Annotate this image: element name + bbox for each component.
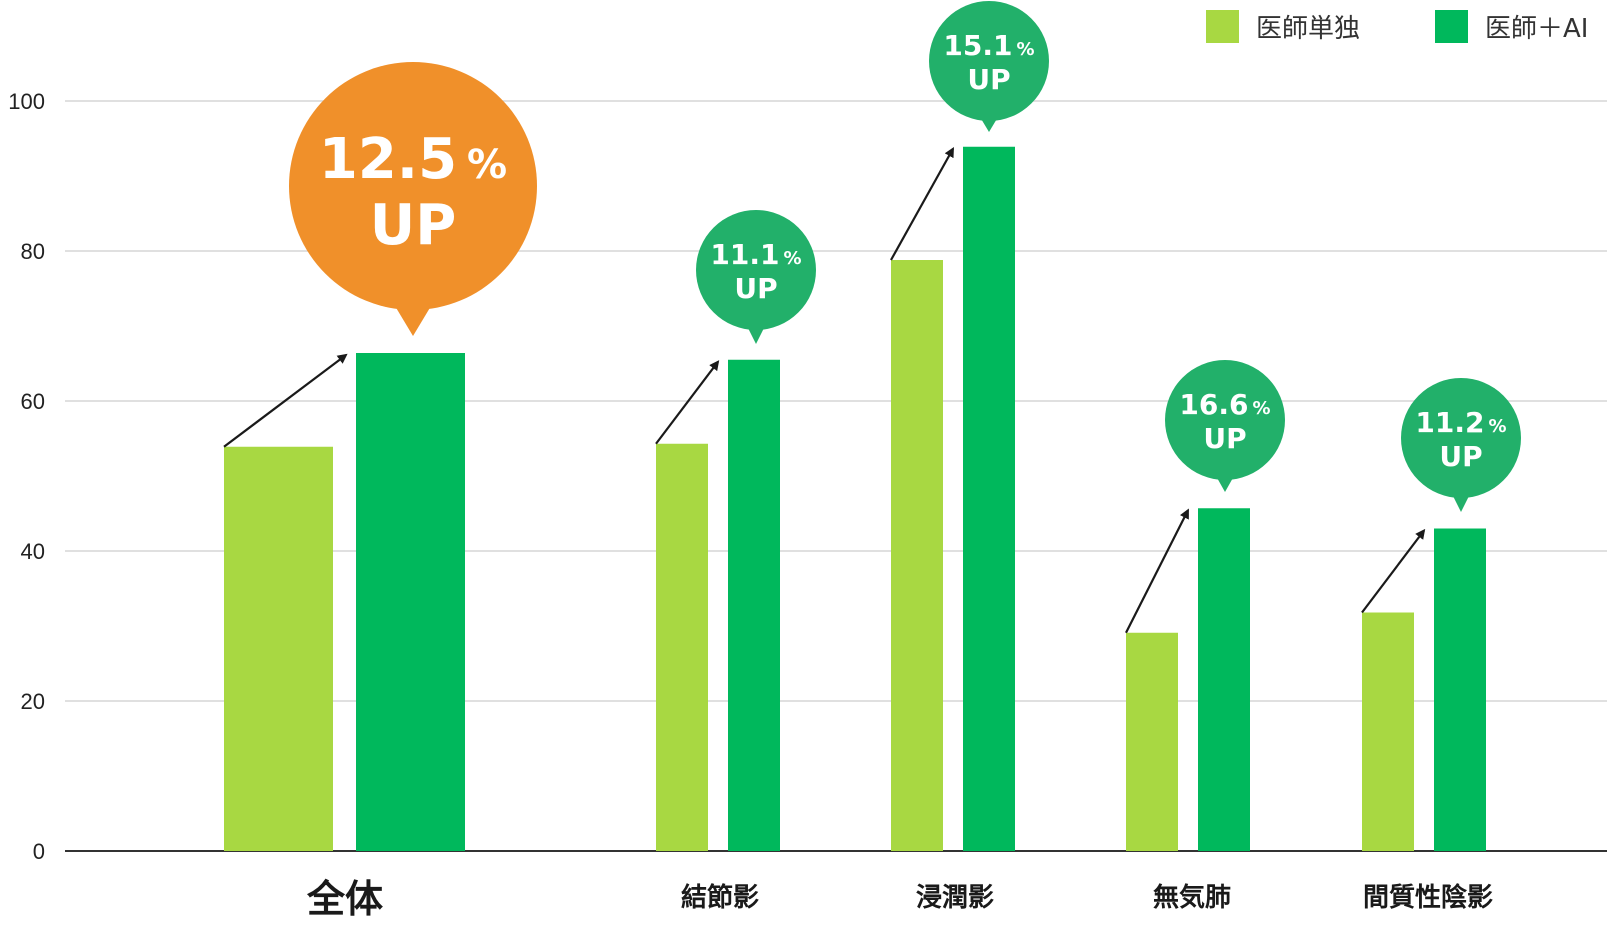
improvement-value: 11.1% xyxy=(710,238,801,271)
improvement-value: 12.5% xyxy=(319,127,507,192)
legend-swatch xyxy=(1435,10,1468,43)
improvement-bubble: 11.2 %UP xyxy=(1401,378,1521,512)
increase-arrow xyxy=(1361,528,1426,614)
bar-doctor-alone xyxy=(891,260,943,851)
improvement-bubble: 11.1 %UP xyxy=(696,210,816,344)
improvement-label: UP xyxy=(1439,440,1482,473)
improvement-label: UP xyxy=(967,63,1010,96)
increase-arrow xyxy=(655,360,720,445)
improvement-bubble: 15.1 %UP xyxy=(929,1,1049,132)
bar-doctor-ai xyxy=(728,359,780,851)
bubble-circle xyxy=(1401,378,1521,498)
category-label: 浸潤影 xyxy=(916,883,994,913)
improvement-value: 11.2% xyxy=(1415,406,1506,439)
bar-doctor-ai xyxy=(356,353,465,851)
y-tick-label: 80 xyxy=(21,239,45,264)
legend: 医師単独 医師＋AI xyxy=(1206,10,1588,44)
increase-arrow xyxy=(890,147,954,261)
improvement-label: UP xyxy=(734,272,777,305)
category-label: 全体 xyxy=(306,877,383,921)
bubble-pointer xyxy=(1216,476,1234,492)
arrows-layer xyxy=(223,147,1426,634)
bubble-pointer xyxy=(980,117,998,132)
y-tick-label: 60 xyxy=(21,389,45,414)
bar-doctor-ai xyxy=(1198,508,1250,851)
bar-doctor-alone xyxy=(1126,632,1178,851)
increase-arrow xyxy=(223,353,348,448)
bar-doctor-ai xyxy=(963,146,1015,851)
bubble-pointer xyxy=(1452,494,1470,512)
legend-label: 医師＋AI xyxy=(1485,14,1588,44)
y-tick-label: 100 xyxy=(8,89,45,114)
category-label: 間質性陰影 xyxy=(1363,882,1493,913)
category-label: 無気肺 xyxy=(1153,882,1231,913)
bar-doctor-alone xyxy=(1362,612,1414,851)
improvement-value: 15.1% xyxy=(943,29,1034,62)
bars-layer xyxy=(224,146,1486,851)
bar-doctor-alone xyxy=(656,443,708,851)
labels-layer: 全体 結節影 浸潤影 無気肺 間質性陰影 xyxy=(306,877,1493,921)
improvement-label: UP xyxy=(370,193,457,258)
bubble-circle xyxy=(1165,360,1285,480)
y-tick-label: 20 xyxy=(21,689,45,714)
legend-swatch xyxy=(1206,10,1239,43)
legend-label: 医師単独 xyxy=(1256,14,1360,44)
bubble-circle xyxy=(929,1,1049,121)
bar-doctor-alone xyxy=(224,446,333,851)
y-tick-label: 0 xyxy=(33,839,45,864)
increase-arrow xyxy=(1125,508,1189,634)
improvement-label: UP xyxy=(1203,422,1246,455)
category-label: 結節影 xyxy=(681,882,759,913)
bubble-pointer xyxy=(747,326,765,344)
bubble-circle xyxy=(696,210,816,330)
improvement-bubble: 12.5 %UP xyxy=(289,62,537,336)
y-tick-label: 40 xyxy=(21,539,45,564)
bubble-circle xyxy=(289,62,537,310)
bubble-pointer xyxy=(395,306,431,336)
improvement-value: 16.6% xyxy=(1179,388,1270,421)
improvement-bubble: 16.6 %UP xyxy=(1165,360,1285,492)
bar-doctor-ai xyxy=(1434,528,1486,851)
